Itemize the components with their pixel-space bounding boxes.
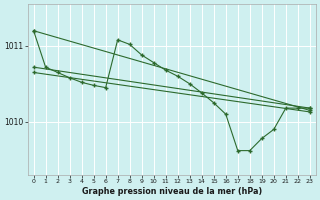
X-axis label: Graphe pression niveau de la mer (hPa): Graphe pression niveau de la mer (hPa) bbox=[82, 187, 262, 196]
